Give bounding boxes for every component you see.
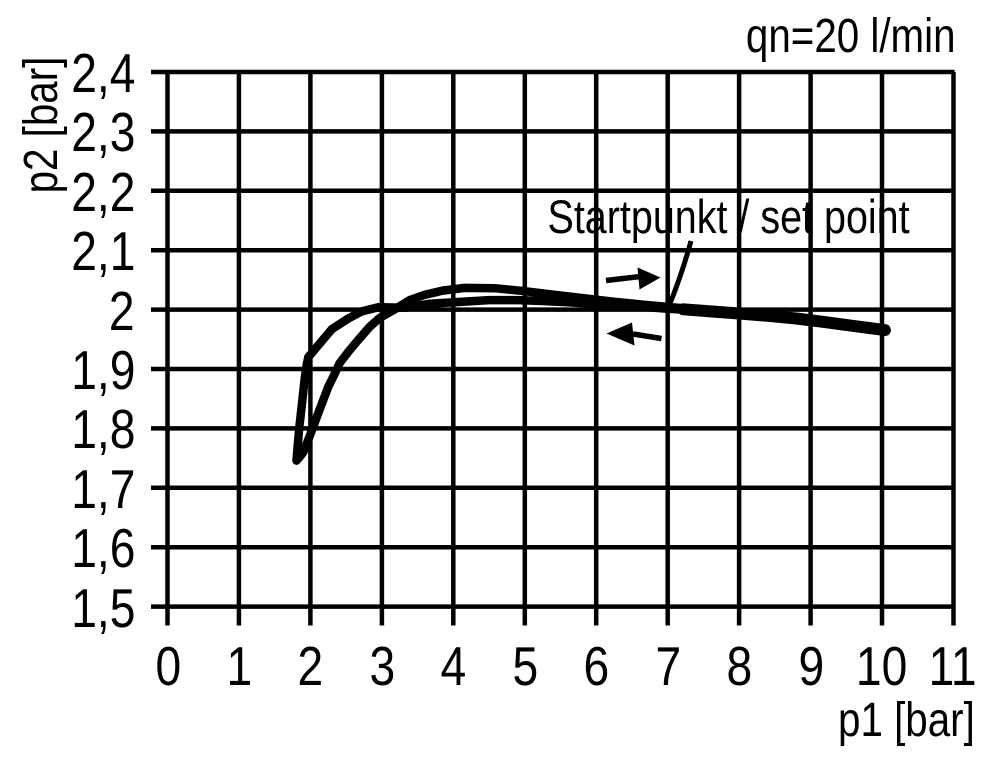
y-tick-text: 1,9 bbox=[70, 339, 135, 401]
y-tick-text: 1,8 bbox=[70, 398, 135, 460]
y-tick-text: 2 bbox=[109, 280, 135, 342]
x-axis-title-text: p1 [bar] bbox=[838, 694, 975, 747]
x-tick-label: 8 bbox=[689, 639, 789, 694]
y-tick-label: 2,4 bbox=[0, 46, 135, 101]
y-tick-label: 2 bbox=[0, 284, 135, 339]
y-tick-label: 1,9 bbox=[0, 343, 135, 398]
grid-lines bbox=[151, 69, 956, 626]
set-point-annotation-text: Startpunkt / set point bbox=[547, 190, 911, 243]
set-point-annotation: Startpunkt / set point bbox=[469, 192, 989, 242]
y-tick-label: 1,8 bbox=[0, 402, 135, 457]
hysteresis-curves bbox=[292, 283, 891, 465]
arrow-right-shaft bbox=[605, 273, 641, 284]
series-curve-0 bbox=[292, 283, 693, 465]
x-axis-title: p1 [bar] bbox=[812, 696, 975, 746]
arrow-right-head bbox=[637, 267, 661, 290]
x-tick-label: 5 bbox=[475, 639, 575, 694]
x-tick-text: 8 bbox=[726, 635, 752, 697]
y-tick-text: 2,1 bbox=[70, 220, 135, 282]
arrow-left-shaft bbox=[632, 331, 662, 342]
series-curve-1 bbox=[292, 295, 692, 465]
x-tick-text: 4 bbox=[440, 635, 466, 697]
annotation-leader-line bbox=[666, 240, 694, 307]
x-tick-label: 10 bbox=[832, 639, 932, 694]
x-tick-label: 4 bbox=[403, 639, 503, 694]
x-tick-label: 9 bbox=[761, 639, 861, 694]
x-tick-label: 0 bbox=[118, 639, 218, 694]
arrow-left-head bbox=[606, 322, 635, 346]
x-tick-text: 9 bbox=[798, 635, 824, 697]
x-tick-label: 2 bbox=[260, 639, 360, 694]
x-tick-text: 11 bbox=[929, 635, 977, 697]
y-tick-text: 1,7 bbox=[70, 458, 135, 520]
y-axis-title-text: p2 [bar] bbox=[15, 56, 68, 194]
flow-rate-text: qn=20 l/min bbox=[745, 10, 955, 63]
y-tick-label: 1,6 bbox=[0, 521, 135, 576]
y-tick-text: 2,3 bbox=[70, 101, 135, 163]
x-tick-text: 1 bbox=[226, 635, 252, 697]
x-tick-text: 6 bbox=[583, 635, 609, 697]
x-tick-text: 5 bbox=[512, 635, 538, 697]
y-tick-label: 2,2 bbox=[0, 165, 135, 220]
x-tick-label: 3 bbox=[332, 639, 432, 694]
y-tick-label: 2,1 bbox=[0, 224, 135, 279]
x-tick-text: 2 bbox=[297, 635, 323, 697]
x-tick-text: 10 bbox=[856, 635, 908, 697]
x-tick-label: 6 bbox=[546, 639, 646, 694]
x-tick-text: 3 bbox=[369, 635, 395, 697]
x-tick-text: 0 bbox=[155, 635, 181, 697]
x-tick-label: 1 bbox=[189, 639, 289, 694]
y-tick-label: 1,5 bbox=[0, 581, 135, 636]
y-tick-text: 1,6 bbox=[70, 517, 135, 579]
series-curve-2 bbox=[677, 303, 891, 337]
x-tick-label: 7 bbox=[618, 639, 718, 694]
y-tick-text: 1,5 bbox=[70, 577, 135, 639]
x-tick-label: 11 bbox=[903, 639, 1000, 694]
y-tick-text: 2,4 bbox=[70, 42, 135, 104]
y-tick-label: 1,7 bbox=[0, 462, 135, 517]
y-axis-title: p2 [bar] bbox=[15, 44, 68, 207]
y-tick-text: 2,2 bbox=[70, 161, 135, 223]
x-tick-text: 7 bbox=[655, 635, 681, 697]
y-tick-label: 2,3 bbox=[0, 105, 135, 160]
direction-arrows bbox=[605, 240, 694, 346]
flow-rate-label: qn=20 l/min bbox=[706, 10, 955, 63]
